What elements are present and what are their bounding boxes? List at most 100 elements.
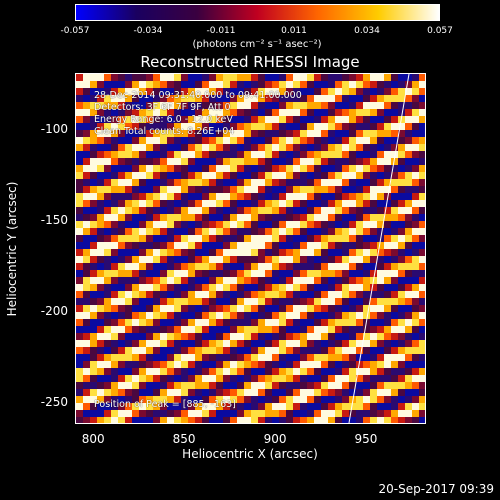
heatmap-cell	[209, 186, 216, 193]
heatmap-cell	[216, 389, 223, 396]
heatmap-cell	[132, 403, 139, 410]
heatmap-cell	[349, 221, 356, 228]
heatmap-cell	[118, 340, 125, 347]
heatmap-cell	[223, 298, 230, 305]
heatmap-cell	[265, 396, 272, 403]
heatmap-cell	[104, 403, 111, 410]
heatmap-cell	[223, 81, 230, 88]
heatmap-cell	[286, 368, 293, 375]
heatmap-cell	[146, 368, 153, 375]
heatmap-cell	[419, 165, 425, 172]
heatmap-cell	[188, 277, 195, 284]
heatmap-cell	[111, 368, 118, 375]
heatmap-cell	[307, 242, 314, 249]
heatmap-cell	[125, 116, 132, 123]
heatmap-cell	[349, 256, 356, 263]
heatmap-cell	[216, 235, 223, 242]
heatmap-cell	[405, 263, 412, 270]
heatmap-cell	[391, 382, 398, 389]
heatmap-cell	[181, 389, 188, 396]
heatmap-cell	[188, 116, 195, 123]
heatmap-cell	[412, 382, 419, 389]
heatmap-cell	[195, 151, 202, 158]
heatmap-cell	[272, 319, 279, 326]
heatmap-cell	[188, 326, 195, 333]
heatmap-cell	[125, 403, 132, 410]
heatmap-cell	[335, 116, 342, 123]
heatmap-cell	[300, 403, 307, 410]
heatmap-cell	[356, 263, 363, 270]
heatmap-cell	[419, 179, 425, 186]
heatmap-cell	[321, 249, 328, 256]
heatmap-cell	[90, 144, 97, 151]
heatmap-cell	[398, 361, 405, 368]
heatmap-cell	[139, 193, 146, 200]
heatmap-cell	[97, 214, 104, 221]
heatmap-cell	[118, 263, 125, 270]
heatmap-cell	[265, 186, 272, 193]
heatmap-cell	[90, 354, 97, 361]
heatmap-cell	[349, 305, 356, 312]
heatmap-cell	[181, 109, 188, 116]
heatmap-cell	[335, 298, 342, 305]
heatmap-cell	[363, 158, 370, 165]
heatmap-cell	[412, 410, 419, 417]
heatmap-cell	[125, 81, 132, 88]
heatmap-cell	[398, 312, 405, 319]
heatmap-cell	[335, 207, 342, 214]
heatmap-cell	[272, 123, 279, 130]
heatmap-cell	[370, 109, 377, 116]
heatmap-cell	[83, 249, 90, 256]
heatmap-cell	[349, 375, 356, 382]
heatmap-cell	[265, 249, 272, 256]
heatmap-cell	[202, 130, 209, 137]
heatmap-cell	[195, 207, 202, 214]
heatmap-cell	[307, 354, 314, 361]
heatmap-cell	[237, 109, 244, 116]
heatmap-cell	[125, 375, 132, 382]
heatmap-cell	[293, 74, 300, 81]
heatmap-cell	[139, 256, 146, 263]
heatmap-cell	[146, 207, 153, 214]
heatmap-cell	[342, 270, 349, 277]
heatmap-cell	[174, 382, 181, 389]
heatmap-cell	[83, 403, 90, 410]
heatmap-cell	[321, 361, 328, 368]
heatmap-cell	[335, 319, 342, 326]
heatmap-cell	[195, 242, 202, 249]
heatmap-cell	[237, 354, 244, 361]
heatmap-cell	[279, 417, 286, 423]
heatmap-cell	[328, 277, 335, 284]
heatmap-cell	[335, 242, 342, 249]
heatmap-cell	[118, 88, 125, 95]
heatmap-cell	[321, 305, 328, 312]
heatmap-cell	[237, 375, 244, 382]
heatmap-cell	[230, 368, 237, 375]
heatmap-cell	[76, 165, 83, 172]
heatmap-cell	[181, 326, 188, 333]
heatmap-cell	[132, 123, 139, 130]
heatmap-cell	[244, 305, 251, 312]
heatmap-cell	[370, 88, 377, 95]
heatmap-cell	[181, 319, 188, 326]
heatmap-cell	[391, 165, 398, 172]
heatmap-cell	[363, 256, 370, 263]
heatmap-cell	[181, 81, 188, 88]
heatmap-cell	[230, 158, 237, 165]
annotation-peak-position: Position of Peak = [885, -163]	[94, 399, 236, 410]
heatmap-cell	[97, 235, 104, 242]
heatmap-cell	[202, 200, 209, 207]
heatmap-cell	[125, 102, 132, 109]
heatmap-cell	[258, 263, 265, 270]
heatmap-cell	[97, 396, 104, 403]
heatmap-cell	[335, 235, 342, 242]
heatmap-cell	[384, 179, 391, 186]
heatmap-cell	[370, 389, 377, 396]
heatmap-cell	[265, 361, 272, 368]
heatmap-cell	[384, 270, 391, 277]
heatmap-cell	[237, 249, 244, 256]
heatmap-cell	[244, 109, 251, 116]
heatmap-cell	[237, 102, 244, 109]
heatmap-cell	[202, 382, 209, 389]
heatmap-cell	[335, 333, 342, 340]
